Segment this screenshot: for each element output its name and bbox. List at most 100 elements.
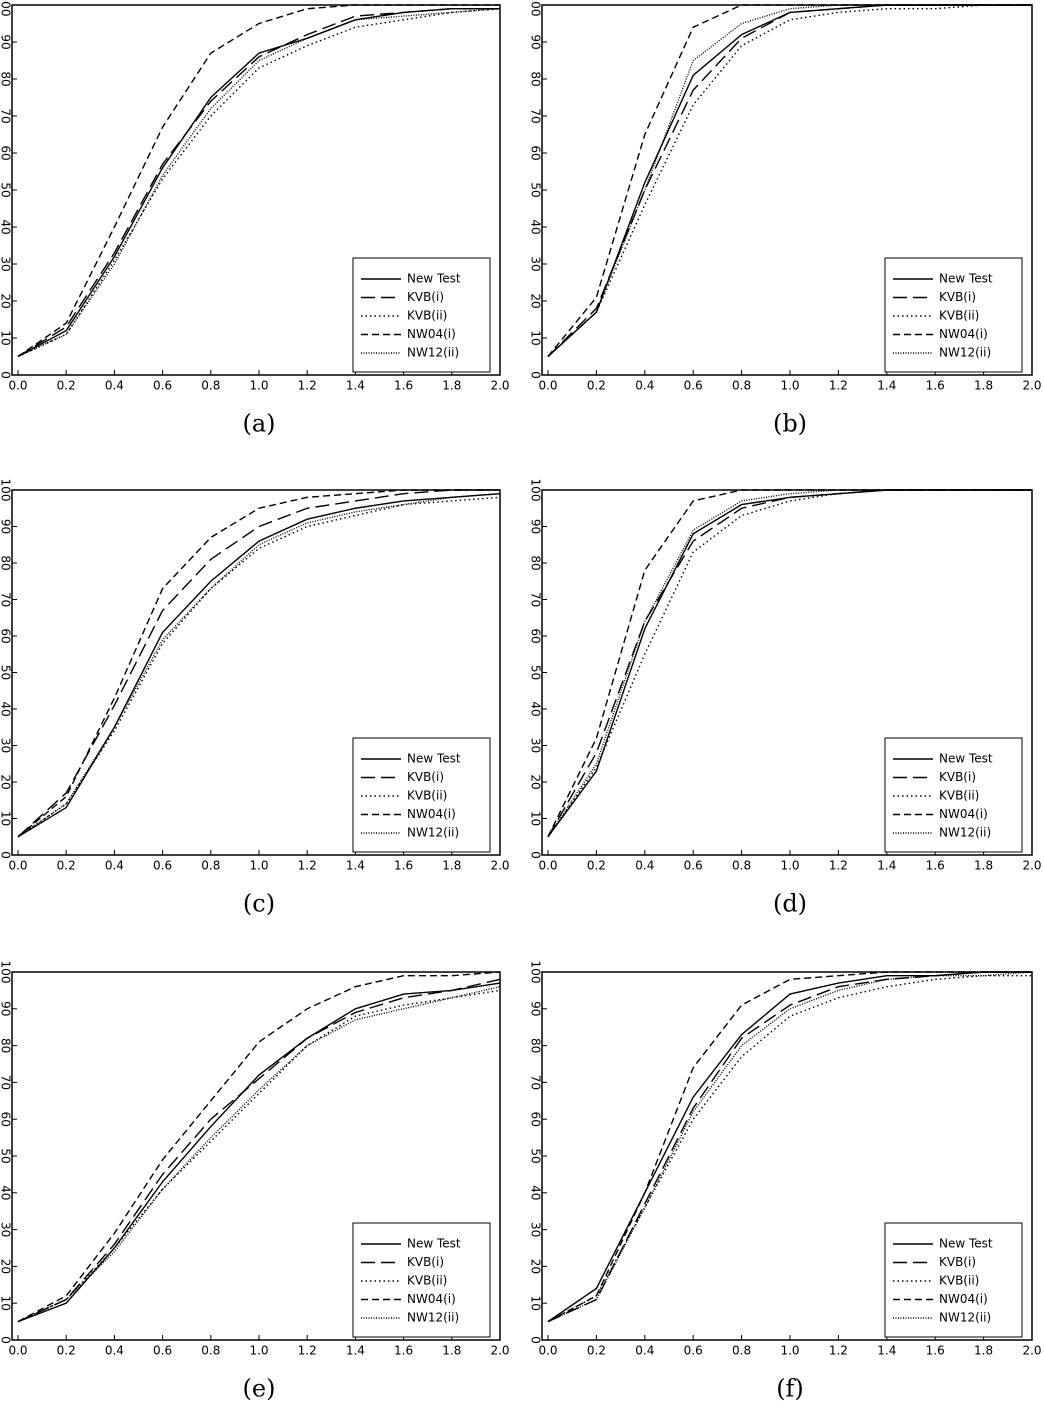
y-tick-label: 10: [0, 330, 13, 345]
x-tick-label: 1.8: [974, 379, 993, 393]
series-line: [547, 4, 1032, 357]
x-tick-label: 1.8: [442, 859, 461, 873]
y-tick-label: 80: [529, 555, 543, 570]
y-tick-label: 100: [529, 0, 543, 16]
panel: 0 10 20 30 40 50 60 70 80 90 100 0.0 0.2 0.4 0.6 0.8 1.0…: [0, 0, 510, 438]
y-tick-label: 70: [0, 1075, 13, 1090]
x-tick-label: 0.8: [732, 379, 751, 393]
y-tick-label: 80: [0, 555, 13, 570]
y-tick-label: 0: [529, 851, 543, 859]
y-tick-label: 50: [529, 665, 543, 680]
y-tick-label: 50: [0, 1148, 13, 1163]
x-tick-label: 0.4: [105, 859, 124, 873]
y-tick-label: 80: [529, 1038, 543, 1053]
series-line: [17, 496, 501, 838]
series-line: [547, 971, 1032, 1323]
y-tick-label: 90: [529, 519, 543, 534]
y-tick-label: 30: [0, 1222, 13, 1237]
y-tick-label: 0: [529, 1336, 543, 1344]
x-tick-label: 0.4: [635, 1344, 654, 1358]
x-tick-label: 0.0: [8, 859, 27, 873]
y-tick-label: 30: [0, 738, 13, 753]
y-tick-label: 30: [529, 738, 543, 753]
legend-label: New Test: [407, 272, 461, 286]
legend-label: New Test: [407, 752, 461, 766]
x-tick-label: 0.2: [57, 379, 76, 393]
x-tick-label: 1.0: [780, 379, 799, 393]
x-tick-label: 2.0: [1022, 379, 1041, 393]
y-tick-label: 100: [0, 961, 13, 984]
x-tick-label: 2.0: [490, 1344, 509, 1358]
legend-label: NW12(ii): [407, 1311, 459, 1325]
x-tick-label: 0.6: [684, 1344, 703, 1358]
series-line: [17, 982, 501, 1323]
x-tick-label: 1.0: [249, 379, 268, 393]
y-tick-label: 70: [0, 108, 13, 123]
x-tick-label: 1.6: [926, 379, 945, 393]
caption: (e): [243, 1375, 276, 1403]
legend-label: NW12(ii): [939, 346, 991, 360]
legend-label: NW12(ii): [407, 346, 459, 360]
x-tick-label: 1.8: [974, 859, 993, 873]
y-tick-label: 100: [0, 0, 13, 16]
series-line: [547, 489, 1032, 838]
y-tick-label: 50: [0, 665, 13, 680]
x-tick-label: 1.4: [346, 379, 365, 393]
series-line: [17, 7, 500, 358]
x-tick-label: 0.8: [732, 1344, 751, 1358]
y-tick-label: 40: [0, 701, 13, 716]
legend-box: [352, 737, 491, 853]
x-tick-label: 0.2: [587, 379, 606, 393]
series-line: [17, 8, 501, 358]
y-tick-label: 70: [529, 592, 543, 607]
y-tick-label: 40: [529, 701, 543, 716]
x-tick-label: 1.0: [249, 1344, 268, 1358]
legend-box: [884, 1222, 1023, 1338]
series-line: [17, 989, 501, 1323]
y-tick-label: 70: [529, 1075, 543, 1090]
series-line: [547, 971, 1032, 1323]
legend-label: KVB(i): [939, 770, 976, 784]
x-tick-label: 1.8: [442, 379, 461, 393]
x-tick-label: 0.0: [538, 859, 557, 873]
x-tick-label: 1.2: [829, 379, 848, 393]
y-tick-label: 20: [0, 774, 13, 789]
x-tick-label: 0.6: [684, 379, 703, 393]
legend-box: [884, 737, 1023, 853]
y-tick-label: 10: [0, 811, 13, 826]
y-tick-label: 20: [0, 293, 13, 308]
legend-label: KVB(ii): [407, 789, 447, 803]
y-tick-label: 80: [0, 71, 13, 86]
y-tick-label: 50: [529, 182, 543, 197]
y-tick-label: 50: [529, 1148, 543, 1163]
x-tick-label: 2.0: [1022, 1344, 1041, 1358]
x-tick-label: 0.8: [201, 1344, 220, 1358]
series-line: [547, 971, 1032, 1323]
y-tick-label: 10: [529, 330, 543, 345]
y-tick-label: 40: [0, 219, 13, 234]
y-tick-label: 90: [529, 1001, 543, 1016]
legend-label: NW12(ii): [407, 826, 459, 840]
x-tick-label: 1.2: [829, 859, 848, 873]
legend-label: KVB(i): [407, 290, 444, 304]
x-tick-label: 1.4: [877, 859, 896, 873]
x-tick-label: 0.8: [732, 859, 751, 873]
legend-label: New Test: [939, 752, 993, 766]
legend-label: New Test: [939, 1237, 993, 1251]
x-tick-label: 0.6: [684, 859, 703, 873]
legend-label: KVB(ii): [407, 309, 447, 323]
x-tick-label: 0.8: [201, 379, 220, 393]
panel: 0 10 20 30 40 50 60 70 80 90 100 0.0 0.2 0.4 0.6 0.8 1.0…: [529, 961, 1042, 1403]
y-tick-label: 30: [0, 256, 13, 271]
x-tick-label: 1.0: [780, 1344, 799, 1358]
y-tick-label: 100: [529, 479, 543, 502]
y-tick-label: 0: [529, 371, 543, 379]
caption: (d): [773, 890, 807, 918]
y-tick-label: 90: [0, 519, 13, 534]
legend-label: KVB(i): [939, 1255, 976, 1269]
legend-label: KVB(i): [939, 290, 976, 304]
x-tick-label: 0.0: [538, 1344, 557, 1358]
x-tick-label: 1.8: [442, 1344, 461, 1358]
series-line: [17, 4, 500, 358]
x-tick-label: 0.6: [153, 859, 172, 873]
